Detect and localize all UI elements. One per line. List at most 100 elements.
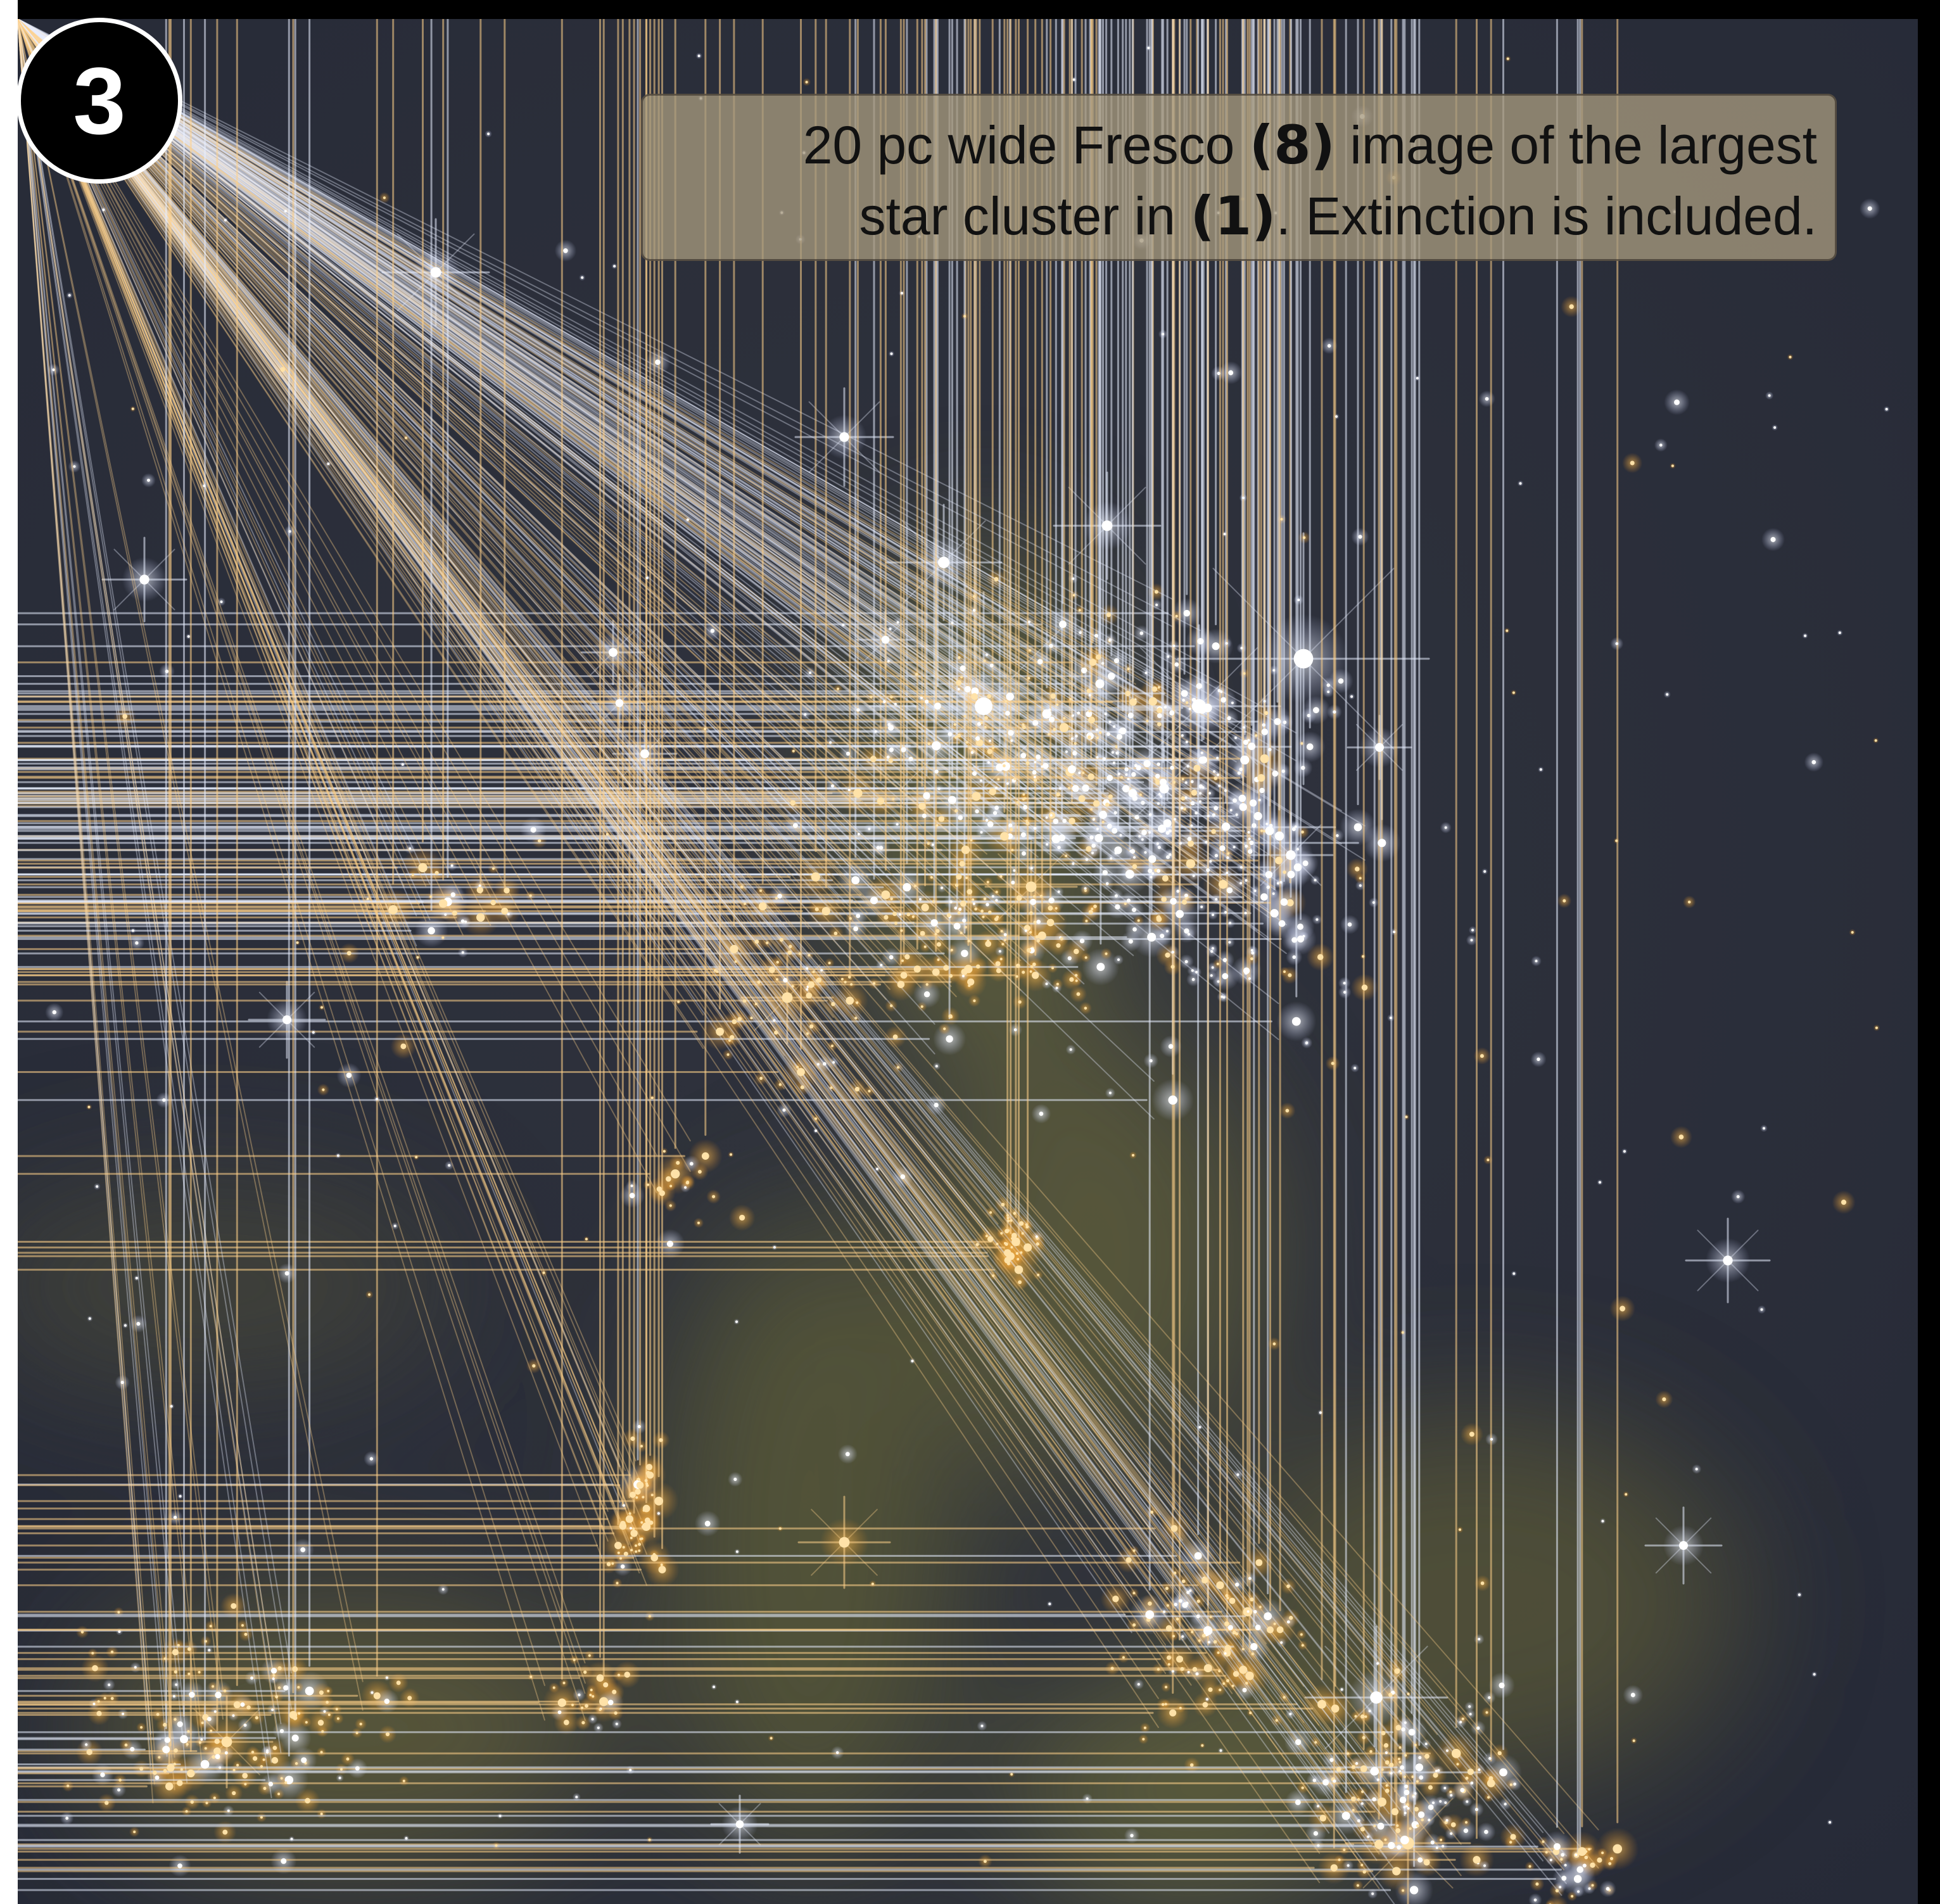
star [200, 1738, 203, 1741]
diffraction-spike [18, 19, 891, 962]
star [1577, 1847, 1587, 1856]
star [1162, 875, 1169, 882]
star [1606, 1887, 1610, 1891]
star [983, 897, 987, 901]
star [156, 1713, 160, 1717]
star [118, 1779, 122, 1782]
star [1168, 1095, 1177, 1105]
star [1208, 792, 1212, 795]
diffraction-spike [18, 19, 1159, 1729]
diffraction-spike [18, 19, 979, 808]
star [1561, 1875, 1567, 1881]
diffraction-spike [18, 19, 1267, 1645]
diffraction-spike [18, 19, 1076, 722]
star [1354, 1715, 1357, 1718]
star [1512, 1272, 1516, 1275]
star [956, 873, 962, 880]
star [987, 749, 993, 754]
star [139, 574, 149, 585]
star [776, 960, 779, 964]
star [800, 1085, 804, 1089]
star [1196, 1614, 1200, 1618]
star [385, 1676, 388, 1679]
star [203, 485, 206, 487]
star [775, 897, 778, 899]
star [949, 974, 953, 978]
diffraction-spike [18, 19, 1227, 1654]
star [975, 1243, 979, 1247]
star [1088, 709, 1091, 713]
star [1001, 1203, 1005, 1207]
star [1336, 1767, 1341, 1772]
star [811, 872, 820, 882]
star [1128, 939, 1133, 944]
star [1480, 1054, 1484, 1058]
diffraction-spike [18, 19, 1116, 812]
star [1362, 1870, 1366, 1874]
star [938, 816, 945, 822]
diffraction-spike [18, 19, 642, 1484]
star [1450, 1794, 1453, 1797]
star [954, 883, 959, 887]
star [384, 1698, 390, 1704]
star [476, 886, 483, 894]
star [1020, 752, 1027, 759]
diffraction-spike [18, 19, 1567, 1856]
star [1075, 734, 1078, 738]
star [1559, 1886, 1562, 1889]
diffraction-spike [18, 19, 1227, 1688]
star [105, 1801, 109, 1805]
diffraction-spike [18, 19, 1398, 1874]
star [1226, 856, 1229, 860]
star [908, 756, 913, 761]
diffraction-spike [18, 19, 154, 1771]
star [1224, 1644, 1231, 1651]
star [1201, 1744, 1204, 1747]
star [1584, 1855, 1588, 1860]
star [1283, 720, 1287, 725]
star [729, 1035, 735, 1040]
star [1055, 986, 1058, 989]
star [1343, 991, 1347, 994]
star [1218, 1670, 1221, 1673]
star [1033, 827, 1037, 830]
star [1392, 1867, 1401, 1875]
star [265, 1751, 269, 1754]
star [967, 939, 970, 942]
star [213, 1747, 221, 1755]
star [557, 1698, 566, 1707]
star [992, 1274, 995, 1278]
star [552, 1686, 555, 1689]
diffraction-spike [18, 19, 1321, 1854]
star [1213, 770, 1216, 773]
star [1216, 962, 1219, 965]
star [985, 1234, 988, 1238]
star [1343, 1848, 1346, 1851]
star [1232, 1630, 1236, 1635]
star-cluster-image [18, 19, 1918, 1904]
star [1585, 1850, 1588, 1853]
star [630, 1537, 633, 1539]
star [1768, 394, 1771, 397]
star [1286, 1584, 1290, 1589]
star [206, 1717, 212, 1722]
diffraction-spike [18, 19, 614, 1536]
star [1096, 827, 1099, 830]
star [271, 1708, 274, 1711]
star [1181, 1635, 1184, 1638]
star [1157, 846, 1161, 849]
star [1000, 832, 1009, 841]
star [996, 763, 1004, 771]
diffraction-spike [18, 19, 224, 1720]
star [1046, 918, 1055, 927]
star [831, 1044, 834, 1048]
star [1211, 966, 1214, 969]
diffraction-spike [18, 19, 1072, 804]
star [1005, 711, 1010, 716]
diffraction-spike [18, 19, 1093, 818]
star [1231, 701, 1234, 704]
star [1144, 851, 1147, 854]
star [1369, 1749, 1373, 1753]
diffraction-spike [18, 19, 620, 1520]
star [815, 1117, 817, 1120]
